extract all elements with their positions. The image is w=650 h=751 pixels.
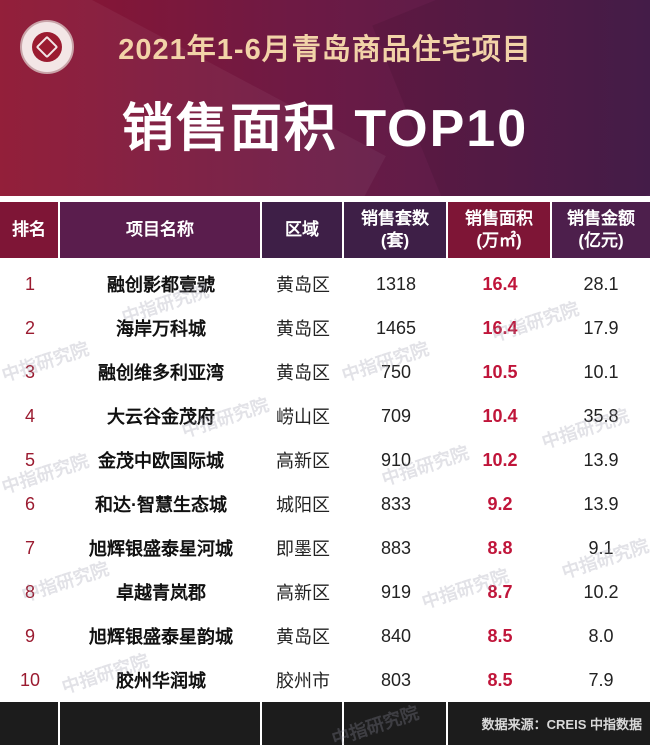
- cell-units: 803: [380, 669, 412, 690]
- cell-district: 城阳区: [276, 495, 330, 515]
- cell-district: 黄岛区: [276, 319, 330, 339]
- data-source-note: 数据来源：CREIS 中指数据: [448, 702, 650, 745]
- cell-amount: 10.2: [583, 581, 619, 602]
- cell-area: 8.5: [487, 625, 513, 646]
- table-row: 1 融创影都壹號 黄岛区 1318 16.4 28.1: [0, 262, 650, 306]
- cell-district: 高新区: [276, 583, 330, 603]
- col-header-amount: 销售金额 (亿元): [552, 202, 650, 258]
- cell-rank: 4: [24, 405, 35, 426]
- cell-project-name: 融创影都壹號: [107, 275, 215, 295]
- table-row: 10 胶州华润城 胶州市 803 8.5 7.9: [0, 658, 650, 702]
- cell-project-name: 和达·智慧生态城: [95, 495, 227, 515]
- cell-project-name: 旭辉银盛泰星河城: [89, 539, 233, 559]
- col-header-district: 区域: [262, 202, 344, 258]
- cell-amount: 9.1: [588, 537, 614, 558]
- cell-rank: 5: [24, 449, 35, 470]
- cell-project-name: 旭辉银盛泰星韵城: [89, 627, 233, 647]
- footer-bar: 数据来源：CREIS 中指数据: [0, 702, 650, 745]
- table-row: 7 旭辉银盛泰星河城 即墨区 883 8.8 9.1: [0, 526, 650, 570]
- cell-area: 10.2: [482, 449, 518, 470]
- cell-amount: 35.8: [583, 405, 619, 426]
- cell-district: 黄岛区: [276, 363, 330, 383]
- cell-area: 10.4: [482, 405, 518, 426]
- cell-amount: 28.1: [583, 273, 619, 294]
- cell-units: 910: [380, 449, 412, 470]
- cell-units: 883: [380, 537, 412, 558]
- cell-amount: 13.9: [583, 493, 619, 514]
- cell-rank: 1: [24, 273, 35, 294]
- cell-units: 833: [380, 493, 412, 514]
- cell-rank: 2: [24, 317, 35, 338]
- cell-rank: 7: [24, 537, 35, 558]
- table-row: 8 卓越青岚郡 高新区 919 8.7 10.2: [0, 570, 650, 614]
- cell-area: 8.5: [487, 669, 513, 690]
- cell-project-name: 融创维多利亚湾: [98, 363, 224, 383]
- cell-project-name: 大云谷金茂府: [107, 407, 215, 427]
- cell-district: 即墨区: [276, 539, 330, 559]
- cell-area: 9.2: [487, 493, 513, 514]
- cell-area: 10.5: [482, 361, 518, 382]
- col-header-name: 项目名称: [60, 202, 262, 258]
- cell-district: 黄岛区: [276, 627, 330, 647]
- banner-header: 2021年1-6月青岛商品住宅项目 销售面积 TOP10: [0, 0, 650, 196]
- cell-project-name: 胶州华润城: [116, 671, 206, 691]
- cell-rank: 8: [24, 581, 35, 602]
- cell-units: 1465: [375, 317, 417, 338]
- table-header: 排名 项目名称 区域 销售套数 (套) 销售面积 (万㎡) 销售金额 (亿元): [0, 202, 650, 258]
- cell-district: 黄岛区: [276, 275, 330, 295]
- cell-district: 胶州市: [276, 671, 330, 691]
- table-row: 9 旭辉银盛泰星韵城 黄岛区 840 8.5 8.0: [0, 614, 650, 658]
- cell-area: 16.4: [482, 273, 518, 294]
- company-seal-logo: [20, 20, 74, 74]
- cell-amount: 7.9: [588, 669, 614, 690]
- table-body: 1 融创影都壹號 黄岛区 1318 16.4 28.1 2 海岸万科城 黄岛区 1465 16.4 1…: [0, 262, 650, 702]
- col-header-rank: 排名: [0, 202, 60, 258]
- cell-rank: 10: [19, 669, 41, 690]
- cell-amount: 13.9: [583, 449, 619, 470]
- page-title: 销售面积 TOP10: [121, 100, 529, 158]
- cell-units: 750: [380, 361, 412, 382]
- cell-units: 1318: [375, 273, 417, 294]
- cell-amount: 8.0: [588, 625, 614, 646]
- cell-area: 8.8: [487, 537, 513, 558]
- cell-units: 919: [380, 581, 412, 602]
- table-row: 2 海岸万科城 黄岛区 1465 16.4 17.9: [0, 306, 650, 350]
- cell-area: 16.4: [482, 317, 518, 338]
- cell-rank: 3: [24, 361, 35, 382]
- subtitle: 2021年1-6月青岛商品住宅项目: [118, 34, 532, 66]
- cell-amount: 10.1: [583, 361, 619, 382]
- cell-area: 8.7: [487, 581, 513, 602]
- col-header-units: 销售套数 (套): [344, 202, 448, 258]
- col-header-area: 销售面积 (万㎡): [448, 202, 552, 258]
- cell-district: 崂山区: [276, 407, 330, 427]
- table-row: 6 和达·智慧生态城 城阳区 833 9.2 13.9: [0, 482, 650, 526]
- table-row: 3 融创维多利亚湾 黄岛区 750 10.5 10.1: [0, 350, 650, 394]
- table-row: 4 大云谷金茂府 崂山区 709 10.4 35.8: [0, 394, 650, 438]
- cell-units: 840: [380, 625, 412, 646]
- cell-project-name: 海岸万科城: [116, 319, 206, 339]
- cell-district: 高新区: [276, 451, 330, 471]
- cell-rank: 6: [24, 493, 35, 514]
- cell-project-name: 金茂中欧国际城: [98, 451, 224, 471]
- cell-amount: 17.9: [583, 317, 619, 338]
- cell-units: 709: [380, 405, 412, 426]
- cell-project-name: 卓越青岚郡: [116, 583, 206, 603]
- table-row: 5 金茂中欧国际城 高新区 910 10.2 13.9: [0, 438, 650, 482]
- cell-rank: 9: [24, 625, 35, 646]
